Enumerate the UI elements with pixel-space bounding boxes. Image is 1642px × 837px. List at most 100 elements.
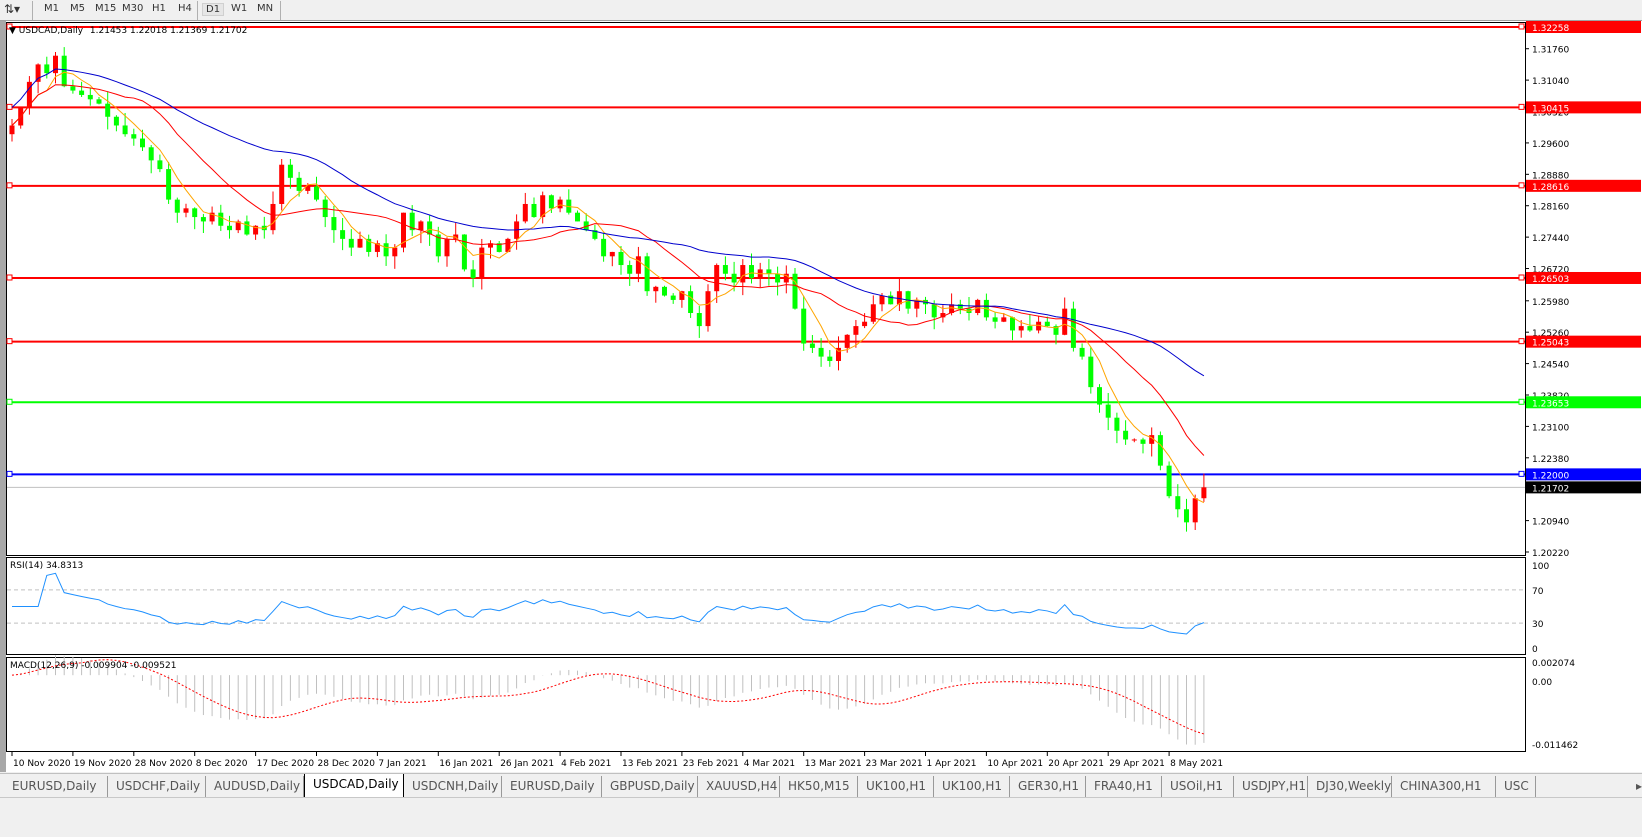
line-handle[interactable] xyxy=(6,23,13,30)
timeframe-toolbar: ⇅▾ M1 M5 M15 M30 H1 H4 D1 W1 MN xyxy=(0,0,1642,21)
line-handle[interactable] xyxy=(1518,338,1525,345)
timeframe-h4[interactable]: H4 xyxy=(178,3,192,14)
tab-usdcnh-daily[interactable]: USDCNH,Daily xyxy=(404,776,502,797)
x-tick-label: 17 Dec 2020 xyxy=(257,759,315,769)
candle-body xyxy=(940,313,946,318)
tab-usdcad-daily[interactable]: USDCAD,Daily xyxy=(304,774,404,798)
tab-usdjpy-h1[interactable]: USDJPY,H1 xyxy=(1234,776,1308,797)
candle-body xyxy=(949,304,955,314)
current-price-label: 1.21702 xyxy=(1532,484,1569,494)
candle-body xyxy=(862,321,868,327)
candle-body xyxy=(557,199,563,209)
candle-body xyxy=(296,177,302,191)
candle-body xyxy=(1184,509,1189,523)
candle-body xyxy=(374,243,380,252)
tab-uk100-h1[interactable]: UK100,H1 xyxy=(858,776,934,797)
candle-body xyxy=(775,273,781,283)
tab-uk100-h1[interactable]: UK100,H1 xyxy=(934,776,1010,797)
candle-body xyxy=(1053,326,1059,335)
ohlc-values: 1.21453 1.22018 1.21369 1.21702 xyxy=(89,26,248,36)
chart-menu-icon[interactable]: ▼ xyxy=(9,26,16,36)
candle-body xyxy=(366,238,372,252)
chart-canvas[interactable]: 1.31760 1.31040 1.30320 1.29600 1.28880 1.281… xyxy=(6,21,1642,772)
symbol-label: USDCAD,Daily xyxy=(18,26,84,36)
tab-dj30-weekly[interactable]: DJ30,Weekly xyxy=(1308,776,1392,797)
candle-body xyxy=(401,212,406,248)
tab-xauusd-h4[interactable]: XAUUSD,H4 xyxy=(698,776,780,797)
candle-body xyxy=(53,55,58,74)
price-label: 1.32258 xyxy=(1532,24,1569,34)
y-tick-label: 1.29600 xyxy=(1532,140,1569,150)
toolbar-divider xyxy=(32,1,33,20)
line-handle[interactable] xyxy=(6,398,13,405)
candle-body xyxy=(540,195,546,218)
line-handle[interactable] xyxy=(6,274,13,281)
timeframe-m5[interactable]: M5 xyxy=(70,3,85,14)
tab-audusd-daily[interactable]: AUDUSD,Daily xyxy=(206,776,304,797)
timeframe-d1[interactable]: D1 xyxy=(202,3,225,16)
tab-gbpusd-daily[interactable]: GBPUSD,Daily xyxy=(602,776,698,797)
candle-body xyxy=(583,221,589,231)
candle-body xyxy=(122,125,128,135)
candle-body xyxy=(1166,465,1172,497)
line-handle[interactable] xyxy=(6,103,13,110)
line-handle[interactable] xyxy=(1518,182,1525,189)
toolbar-divider xyxy=(197,1,198,20)
tab-usc[interactable]: USC xyxy=(1496,776,1536,797)
y-tick-label: 1.23100 xyxy=(1532,423,1569,433)
candle-body xyxy=(1044,321,1050,327)
line-handle[interactable] xyxy=(1518,23,1525,30)
rsi-axis-label: 70 xyxy=(1532,587,1544,597)
timeframe-m15[interactable]: M15 xyxy=(95,3,117,14)
candle-body xyxy=(470,269,476,279)
timeframe-h1[interactable]: H1 xyxy=(152,3,166,14)
y-tick-label: 1.31760 xyxy=(1532,46,1569,56)
chart-window[interactable]: 1.31760 1.31040 1.30320 1.29600 1.28880 1.281… xyxy=(0,21,1642,772)
line-handle[interactable] xyxy=(1518,398,1525,405)
candle-body xyxy=(670,295,676,300)
rsi-axis-label: 30 xyxy=(1532,620,1544,630)
y-tick-label: 1.27440 xyxy=(1532,234,1569,244)
candle-body xyxy=(1114,417,1120,431)
candle-body xyxy=(1131,439,1137,441)
timeframe-w1[interactable]: W1 xyxy=(231,3,248,14)
tab-ger30-h1[interactable]: GER30,H1 xyxy=(1010,776,1086,797)
x-tick-label: 10 Apr 2021 xyxy=(987,759,1043,769)
tabs-scroll-right-icon[interactable]: ▸ xyxy=(1636,779,1642,793)
line-handle[interactable] xyxy=(1518,274,1525,281)
price-label-bg xyxy=(1526,335,1641,348)
tab-fra40-h1[interactable]: FRA40,H1 xyxy=(1086,776,1162,797)
tab-eurusd-daily[interactable]: EURUSD,Daily xyxy=(4,776,108,797)
timeframe-mn[interactable]: MN xyxy=(257,3,274,14)
candle-body xyxy=(427,221,433,235)
candle-body xyxy=(70,86,76,91)
candle-body xyxy=(1062,308,1068,335)
price-label: 1.28616 xyxy=(1532,183,1569,193)
line-handle[interactable] xyxy=(1518,470,1525,477)
rsi-axis-label: 100 xyxy=(1532,562,1549,572)
tab-usdchf-daily[interactable]: USDCHF,Daily xyxy=(108,776,206,797)
line-handle[interactable] xyxy=(1518,103,1525,110)
crosshair-dropdown-icon[interactable]: ⇅▾ xyxy=(4,2,21,16)
tab-usoil-h1[interactable]: USOil,H1 xyxy=(1162,776,1234,797)
macd-axis-zero: 0.00 xyxy=(1532,678,1552,688)
line-handle[interactable] xyxy=(6,470,13,477)
x-tick-label: 28 Dec 2020 xyxy=(318,759,376,769)
x-tick-label: 13 Feb 2021 xyxy=(622,759,678,769)
price-label: 1.30415 xyxy=(1532,104,1569,114)
line-handle[interactable] xyxy=(6,182,13,189)
candle-body xyxy=(783,273,789,283)
tab-eurusd-daily[interactable]: EURUSD,Daily xyxy=(502,776,602,797)
candle-body xyxy=(270,203,276,231)
timeframe-m30[interactable]: M30 xyxy=(122,3,144,14)
tab-china300-h1[interactable]: CHINA300,H1 xyxy=(1392,776,1496,797)
tab-hk50-m15[interactable]: HK50,M15 xyxy=(780,776,858,797)
line-handle[interactable] xyxy=(6,338,13,345)
candle-body xyxy=(1157,435,1163,466)
candle-body xyxy=(166,169,172,200)
x-tick-label: 1 Apr 2021 xyxy=(927,759,977,769)
candle-body xyxy=(688,291,694,314)
candle-body xyxy=(1105,404,1111,418)
candle-body xyxy=(1097,387,1102,405)
timeframe-m1[interactable]: M1 xyxy=(44,3,59,14)
